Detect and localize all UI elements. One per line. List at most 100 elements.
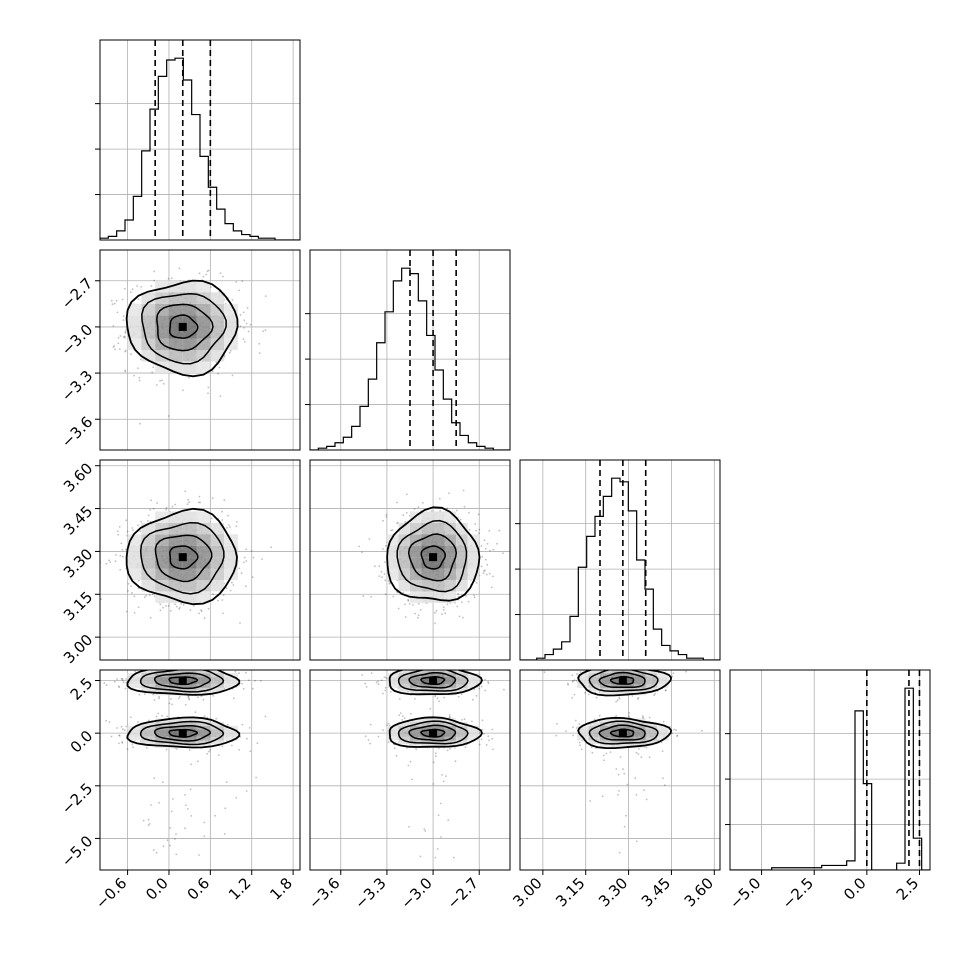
- sample-point: [251, 550, 253, 552]
- sample-point: [484, 539, 486, 541]
- sample-point: [148, 515, 150, 517]
- sample-point: [258, 343, 260, 345]
- sample-point: [482, 719, 484, 721]
- sample-point: [422, 666, 424, 668]
- sample-point: [184, 491, 186, 493]
- sample-point: [447, 750, 449, 752]
- density-cell: [183, 350, 197, 362]
- sample-point: [420, 609, 422, 611]
- sample-point: [190, 667, 192, 669]
- sample-point: [198, 854, 200, 856]
- scatter-panel-3-1: [310, 659, 510, 870]
- sample-point: [150, 499, 152, 501]
- sample-point: [172, 798, 174, 800]
- sample-point: [124, 371, 126, 373]
- density-peak: [179, 323, 187, 331]
- sample-point: [483, 572, 485, 574]
- sample-point: [438, 700, 440, 702]
- sample-point: [384, 676, 386, 678]
- sample-point: [204, 617, 206, 619]
- sample-point: [481, 566, 483, 568]
- sample-point: [493, 549, 495, 551]
- sample-point: [165, 605, 167, 607]
- sample-point: [434, 666, 436, 668]
- density-cell: [183, 511, 197, 522]
- sample-point: [255, 777, 257, 779]
- sample-point: [209, 749, 211, 751]
- sample-point: [185, 804, 187, 806]
- sample-point: [212, 593, 214, 595]
- sample-point: [240, 314, 242, 316]
- sample-point: [434, 612, 436, 614]
- sample-point: [265, 329, 267, 331]
- sample-point: [459, 662, 461, 664]
- sample-point: [148, 720, 150, 722]
- sample-point: [230, 350, 232, 352]
- sample-point: [479, 744, 481, 746]
- sample-point: [171, 666, 173, 668]
- sample-point: [448, 665, 450, 667]
- sample-point: [97, 725, 99, 727]
- sample-point: [223, 499, 225, 501]
- sample-point: [412, 604, 414, 606]
- density-cell: [398, 681, 410, 685]
- sample-point: [171, 704, 173, 706]
- sample-point: [498, 530, 500, 532]
- sample-point: [398, 608, 400, 610]
- sample-point: [426, 665, 428, 667]
- sample-point: [443, 609, 445, 611]
- sample-point: [478, 532, 480, 534]
- density-cell: [410, 546, 422, 557]
- sample-point: [124, 351, 126, 353]
- sample-point: [197, 760, 199, 762]
- sample-point: [457, 593, 459, 595]
- density-cell: [183, 666, 197, 670]
- sample-point: [486, 574, 488, 576]
- sample-point: [137, 525, 139, 527]
- sample-point: [406, 512, 408, 514]
- sample-point: [91, 673, 93, 675]
- sample-point: [384, 579, 386, 581]
- sample-point: [393, 666, 395, 668]
- sample-point: [385, 516, 387, 518]
- sample-point: [449, 748, 451, 750]
- sample-point: [241, 280, 243, 282]
- sample-point: [404, 717, 406, 719]
- sample-point: [435, 752, 437, 754]
- density-cell: [128, 315, 142, 327]
- sample-point: [385, 545, 387, 547]
- sample-point: [437, 697, 439, 699]
- sample-point: [388, 580, 390, 582]
- sample-point: [134, 595, 136, 597]
- sample-point: [254, 680, 256, 682]
- sample-point: [105, 720, 107, 722]
- sample-point: [420, 856, 422, 858]
- density-cell: [387, 733, 399, 737]
- sample-point: [401, 719, 403, 721]
- density-cell: [128, 557, 142, 568]
- density-cell: [128, 681, 142, 685]
- sample-point: [438, 814, 440, 816]
- sample-point: [175, 854, 177, 856]
- sample-point: [358, 546, 360, 548]
- sample-point: [119, 555, 121, 557]
- sample-point: [410, 713, 412, 715]
- sample-point: [130, 717, 132, 719]
- sample-point: [441, 662, 443, 664]
- sample-point: [150, 804, 152, 806]
- sample-point: [461, 719, 463, 721]
- sample-point: [245, 560, 247, 562]
- sample-point: [461, 601, 463, 603]
- sample-point: [437, 848, 439, 850]
- sample-point: [257, 742, 259, 744]
- sample-point: [145, 595, 147, 597]
- sample-point: [402, 715, 404, 717]
- sample-point: [388, 723, 390, 725]
- sample-point: [379, 575, 381, 577]
- sample-point: [171, 277, 173, 279]
- sample-point: [176, 606, 178, 608]
- sample-point: [121, 742, 123, 744]
- sample-point: [127, 748, 129, 750]
- panel-content: [358, 490, 517, 625]
